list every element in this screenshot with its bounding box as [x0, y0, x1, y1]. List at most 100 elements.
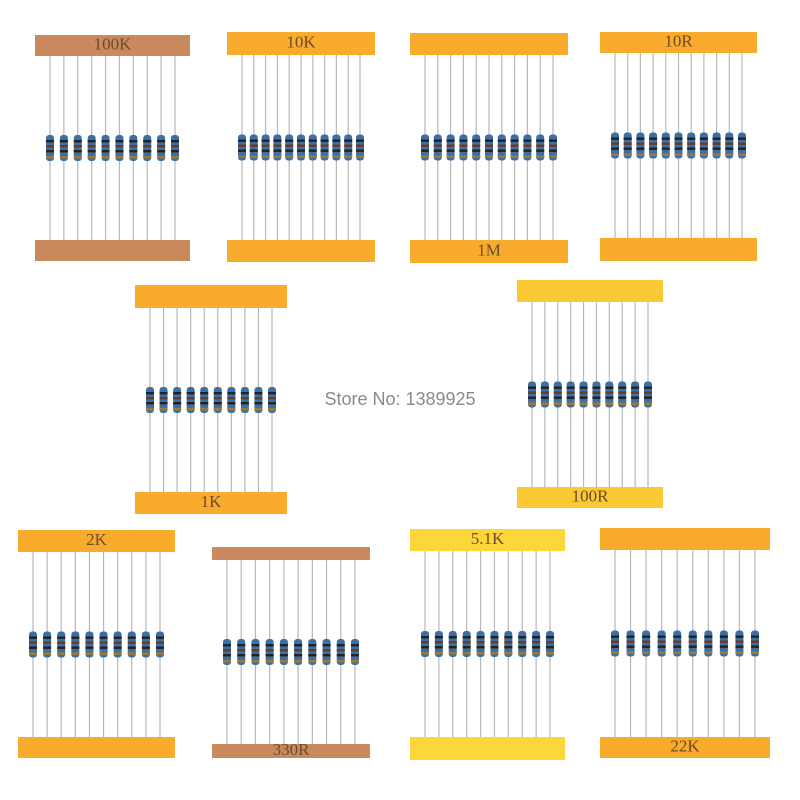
color-band	[699, 147, 708, 150]
color-band	[57, 636, 66, 639]
color-band	[618, 386, 627, 389]
color-band	[46, 145, 54, 148]
color-band	[476, 652, 485, 655]
color-band	[699, 137, 708, 140]
resistor-pack: 2K	[18, 530, 175, 758]
color-band	[459, 149, 468, 152]
color-band	[186, 397, 195, 400]
pack-label: 10R	[664, 31, 693, 50]
color-band	[223, 654, 231, 657]
color-band	[46, 140, 54, 143]
color-band	[528, 396, 536, 399]
color-band	[146, 397, 154, 400]
color-band	[688, 635, 697, 638]
color-band	[356, 149, 364, 152]
color-band	[265, 660, 274, 663]
color-band	[699, 142, 708, 145]
color-band	[171, 140, 179, 143]
color-band	[631, 396, 640, 399]
color-band	[459, 144, 468, 147]
color-band	[200, 402, 209, 405]
color-band	[344, 144, 353, 147]
color-band	[251, 644, 260, 647]
resistor-packs: 100K 10K 1M 10R 1K 100R 2K 330R 5.1K 22K	[18, 31, 770, 760]
color-band	[173, 408, 182, 411]
color-band	[751, 645, 759, 648]
color-band	[476, 636, 485, 639]
color-band	[490, 652, 499, 655]
color-band	[113, 641, 122, 644]
color-band	[490, 646, 499, 649]
color-band	[421, 636, 429, 639]
color-band	[59, 150, 68, 153]
color-band	[238, 149, 246, 152]
color-band	[279, 654, 288, 657]
color-band	[472, 149, 481, 152]
color-band	[536, 155, 545, 158]
color-band	[497, 149, 506, 152]
color-band	[725, 137, 734, 140]
color-band	[238, 144, 246, 147]
color-band	[636, 147, 645, 150]
color-band	[523, 144, 532, 147]
color-band	[611, 635, 619, 638]
color-band	[87, 140, 96, 143]
color-band	[636, 137, 645, 140]
color-band	[434, 641, 443, 644]
color-band	[237, 654, 246, 657]
color-band	[129, 145, 138, 148]
color-band	[285, 155, 294, 158]
tape-top	[600, 528, 770, 550]
color-band	[553, 391, 562, 394]
color-band	[115, 150, 124, 153]
color-band	[101, 140, 110, 143]
color-band	[532, 646, 541, 649]
color-band	[504, 646, 513, 649]
color-band	[605, 391, 614, 394]
color-band	[649, 153, 658, 156]
color-band	[673, 651, 682, 654]
color-band	[143, 145, 152, 148]
resistor-pack: 10R	[600, 31, 757, 261]
color-band	[434, 636, 443, 639]
color-band	[688, 640, 697, 643]
color-band	[448, 641, 457, 644]
color-band	[71, 636, 80, 639]
color-band	[642, 645, 651, 648]
tape-top	[135, 285, 287, 308]
color-band	[173, 392, 182, 395]
color-band	[553, 386, 562, 389]
color-band	[143, 150, 152, 153]
color-band	[725, 142, 734, 145]
color-band	[308, 155, 317, 158]
color-band	[251, 649, 260, 652]
color-band	[523, 155, 532, 158]
color-band	[636, 142, 645, 145]
color-band	[688, 645, 697, 648]
tape-bottom	[410, 737, 565, 760]
color-band	[497, 155, 506, 158]
resistor-pack: 1M	[410, 33, 568, 263]
color-band	[553, 396, 562, 399]
color-band	[611, 147, 619, 150]
color-band	[113, 636, 122, 639]
color-band	[173, 402, 182, 405]
resistor-pack: 5.1K	[410, 529, 565, 760]
color-band	[719, 651, 728, 654]
color-band	[223, 660, 231, 663]
tape-top	[517, 280, 663, 302]
color-band	[623, 137, 632, 140]
color-band	[29, 652, 37, 655]
color-band	[462, 646, 471, 649]
color-band	[462, 652, 471, 655]
color-band	[592, 396, 601, 399]
color-band	[536, 139, 545, 142]
color-band	[644, 386, 652, 389]
color-band	[674, 147, 683, 150]
color-band	[29, 636, 37, 639]
color-band	[725, 147, 734, 150]
color-band	[549, 139, 557, 142]
color-band	[113, 646, 122, 649]
color-band	[704, 645, 713, 648]
color-band	[626, 640, 635, 643]
